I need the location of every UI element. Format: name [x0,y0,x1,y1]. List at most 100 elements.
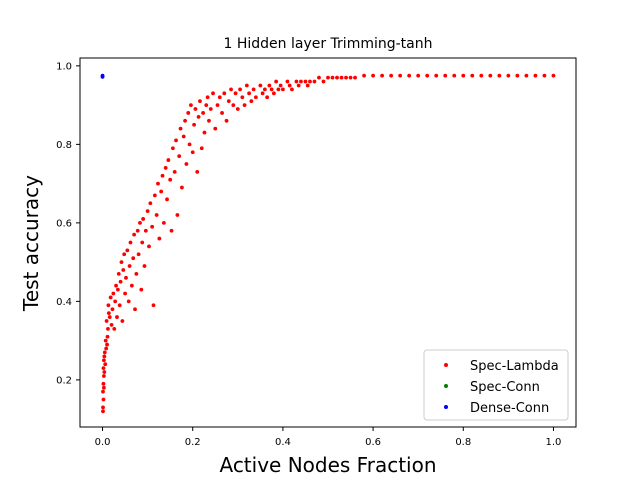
point-spec-lambda [105,342,109,347]
point-spec-lambda [101,389,105,394]
point-spec-lambda [106,326,110,331]
x-tick-label: 0.2 [185,437,201,448]
point-spec-lambda [116,272,121,276]
x-axis-label: Active Nodes Fraction [219,453,436,477]
point-spec-lambda [193,107,198,111]
point-spec-lambda [461,73,466,78]
point-spec-lambda [312,79,317,84]
point-spec-lambda [497,73,502,78]
point-spec-lambda [106,311,111,316]
point-spec-lambda [184,162,189,166]
point-spec-lambda [159,189,164,194]
point-spec-lambda [339,75,344,80]
point-spec-lambda [211,91,215,96]
point-spec-lambda [305,83,310,88]
point-spec-lambda [202,130,207,135]
point-spec-lambda [113,299,118,304]
point-spec-lambda [131,256,136,261]
point-spec-lambda [102,350,107,355]
point-spec-lambda [104,346,109,351]
point-spec-lambda [165,197,169,202]
point-spec-lambda [229,87,233,92]
point-spec-lambda [294,79,299,84]
legend-marker-spec-lambda [444,363,448,367]
point-spec-lambda [389,73,394,78]
point-spec-lambda [308,79,312,84]
legend-label-spec-conn: Spec-Conn [470,380,540,395]
point-spec-lambda [169,228,174,233]
point-spec-lambda [124,275,128,280]
point-spec-lambda [142,264,147,268]
point-spec-lambda [140,240,145,245]
y-tick-label: 0.2 [56,375,72,386]
point-spec-lambda [488,73,493,78]
point-spec-lambda [129,283,134,288]
point-spec-lambda [150,224,155,229]
point-spec-lambda [143,228,148,233]
point-spec-lambda [138,220,142,225]
point-spec-lambda [452,73,457,78]
point-spec-lambda [166,158,171,162]
point-spec-lambda [215,103,220,108]
point-dense-conn [100,74,105,79]
point-spec-lambda [157,236,162,241]
point-spec-lambda [136,252,141,257]
point-spec-lambda [180,185,184,190]
point-spec-lambda [533,73,538,78]
point-spec-lambda [281,87,285,92]
point-spec-lambda [148,201,153,206]
point-spec-lambda [330,75,335,80]
point-spec-lambda [242,103,247,108]
point-spec-lambda [425,73,430,78]
point-spec-lambda [102,370,107,374]
point-spec-lambda [108,295,113,300]
point-spec-lambda [262,87,267,92]
point-spec-lambda [107,315,112,319]
point-spec-lambda [174,138,178,143]
point-spec-lambda [398,73,403,78]
point-spec-lambda [274,79,279,84]
point-spec-lambda [177,154,182,159]
point-spec-lambda [247,91,251,96]
point-spec-lambda [121,268,126,272]
legend-marker-spec-conn [444,384,448,388]
point-spec-lambda [542,73,547,78]
point-spec-lambda [231,103,236,108]
point-spec-lambda [112,326,117,331]
point-spec-lambda [133,307,137,312]
point-spec-lambda [101,366,106,371]
point-spec-lambda [213,126,218,131]
point-spec-lambda [299,79,303,84]
point-spec-lambda [187,142,192,147]
point-spec-lambda [186,111,191,115]
point-spec-lambda [154,213,159,217]
point-spec-lambda [317,75,321,80]
point-spec-lambda [118,279,123,284]
point-spec-lambda [258,83,263,88]
point-spec-lambda [506,73,511,78]
points-layer [100,73,556,414]
chart-title: 1 Hidden layer Trimming-tanh [224,36,433,52]
point-spec-lambda [168,177,173,182]
point-spec-lambda [183,118,187,123]
point-spec-lambda [443,73,448,78]
y-axis-ticks: 0.2 0.4 0.6 0.8 1.0 [56,61,80,386]
point-spec-lambda [285,79,290,84]
point-spec-lambda [161,220,166,225]
point-spec-lambda [172,169,177,174]
plot-frame [79,57,577,428]
point-spec-lambda [134,272,139,276]
x-tick-label: 1.0 [546,437,562,448]
point-spec-lambda [190,150,195,155]
point-spec-lambda [160,173,165,178]
point-spec-lambda [111,291,116,296]
x-axis-ticks: 0.0 0.2 0.4 0.6 0.8 1.0 [95,427,562,448]
point-spec-lambda [104,319,109,323]
point-spec-lambda [181,134,186,139]
point-spec-lambda [244,83,249,88]
point-spec-lambda [380,73,385,78]
point-spec-lambda [524,73,529,78]
point-spec-lambda [101,385,106,390]
point-spec-lambda [101,381,106,386]
